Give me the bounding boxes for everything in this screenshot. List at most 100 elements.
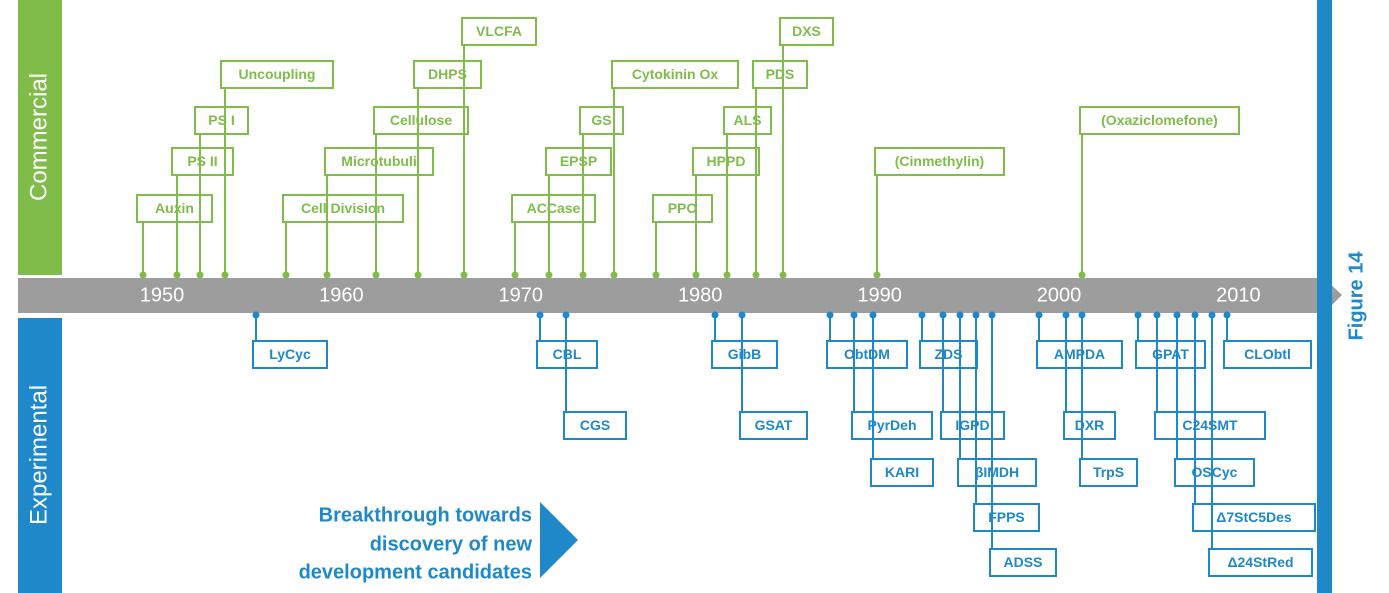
target-label: PyrDeh [867, 417, 916, 433]
event-dot [221, 271, 229, 279]
target-label: βIMDH [975, 464, 1019, 480]
target-box [752, 60, 808, 89]
event-dot [956, 311, 964, 319]
target-box [511, 194, 596, 223]
figure-label: Figure 14 [1345, 251, 1367, 341]
callout-line: Breakthrough towards [319, 504, 532, 526]
target-box [652, 194, 713, 223]
event-dot [282, 271, 290, 279]
target-box [611, 60, 739, 89]
target-box [1174, 458, 1255, 487]
time-axis [18, 278, 1320, 313]
target-box [973, 503, 1040, 532]
event-dot [738, 311, 746, 319]
event-dot [414, 271, 422, 279]
event-dot [1173, 311, 1181, 319]
target-label: DHPS [428, 66, 467, 82]
target-box [874, 147, 1005, 176]
event-dot [723, 271, 731, 279]
target-box [373, 106, 469, 135]
target-label: DXR [1075, 417, 1105, 433]
event-dot [988, 311, 996, 319]
event-dot [1134, 311, 1142, 319]
event-dot [1078, 271, 1086, 279]
target-label: IGPD [955, 417, 989, 433]
target-label: PS I [208, 112, 234, 128]
event-dot [372, 271, 380, 279]
target-label: DXS [792, 23, 821, 39]
target-label: PPO [668, 200, 698, 216]
event-dot [511, 271, 519, 279]
target-label: Δ7StC5Des [1216, 509, 1292, 525]
target-label: (Cinmethylin) [895, 153, 984, 169]
target-label: TrpS [1093, 464, 1124, 480]
target-box [851, 411, 933, 440]
target-label: GSAT [755, 417, 793, 433]
event-dot [460, 271, 468, 279]
target-label: LyCyc [269, 346, 311, 362]
target-label: Auxin [155, 200, 194, 216]
target-box [739, 411, 808, 440]
target-label: ALS [734, 112, 762, 128]
target-box [711, 340, 778, 369]
event-dot [562, 311, 570, 319]
event-dot [545, 271, 553, 279]
callout-arrow [540, 502, 578, 578]
year-label: 1980 [678, 284, 723, 306]
year-label: 1950 [140, 284, 185, 306]
target-label: CGS [580, 417, 610, 433]
target-box [1208, 548, 1313, 577]
target-label: ACCase [527, 200, 581, 216]
event-dot [173, 271, 181, 279]
event-dot [826, 311, 834, 319]
year-label: 1990 [857, 284, 902, 306]
event-dot [323, 271, 331, 279]
target-box [461, 17, 537, 46]
target-label: CBL [553, 346, 582, 362]
commercial-label: Commercial [25, 73, 52, 201]
target-box [1036, 340, 1123, 369]
event-dot [918, 311, 926, 319]
target-box [579, 106, 624, 135]
target-label: CLObtl [1244, 346, 1291, 362]
target-label: GibB [728, 346, 761, 362]
event-dot [652, 271, 660, 279]
target-box [1223, 340, 1312, 369]
commercial-band [18, 0, 62, 275]
target-label: Cell Division [301, 200, 385, 216]
target-box [870, 458, 934, 487]
event-dot [1223, 311, 1231, 319]
target-box [1192, 503, 1316, 532]
event-dot [1191, 311, 1199, 319]
target-label: AMPDA [1054, 346, 1105, 362]
target-label: GS [591, 112, 611, 128]
event-dot [1078, 311, 1086, 319]
event-dot [939, 311, 947, 319]
target-label: Microtubuli [341, 153, 416, 169]
year-label: 1970 [499, 284, 544, 306]
callout-line: development candidates [299, 561, 532, 583]
event-dot [752, 271, 760, 279]
target-box [220, 60, 334, 89]
target-box [723, 106, 772, 135]
target-box [171, 147, 234, 176]
target-label: Cytokinin Ox [632, 66, 719, 82]
target-label: Δ24StRed [1227, 554, 1293, 570]
event-dot [196, 271, 204, 279]
target-box [324, 147, 434, 176]
target-box [194, 106, 249, 135]
target-label: FPPS [988, 509, 1025, 525]
target-box [282, 194, 404, 223]
event-dot [139, 271, 147, 279]
target-box [1079, 458, 1138, 487]
target-box [563, 411, 627, 440]
target-label: C24SMT [1182, 417, 1238, 433]
event-dot [1035, 311, 1043, 319]
event-dot [1062, 311, 1070, 319]
target-box [413, 60, 482, 89]
target-box [1063, 411, 1116, 440]
target-label: PDS [766, 66, 795, 82]
event-dot [850, 311, 858, 319]
event-dot [536, 311, 544, 319]
